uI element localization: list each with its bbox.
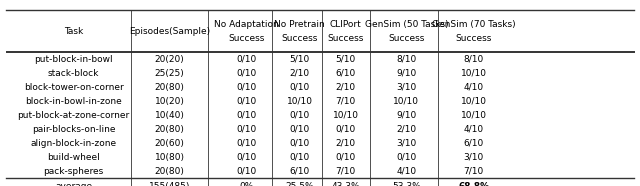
Text: 2/10: 2/10 [289,69,310,78]
Text: 0/10: 0/10 [236,153,257,162]
Text: 0/10: 0/10 [236,125,257,134]
Text: 3/10: 3/10 [396,139,417,148]
Text: 20(80): 20(80) [155,167,184,176]
Text: 0/10: 0/10 [335,153,356,162]
Text: 0/10: 0/10 [289,83,310,92]
Text: 20(80): 20(80) [155,83,184,92]
Text: 10/10: 10/10 [333,111,358,120]
Text: 7/10: 7/10 [335,97,356,106]
Text: 0/10: 0/10 [289,139,310,148]
Text: 0/10: 0/10 [236,97,257,106]
Text: 155(485): 155(485) [149,182,190,186]
Text: 25.5%: 25.5% [285,182,314,186]
Text: 0/10: 0/10 [289,153,310,162]
Text: Episodes(Sample): Episodes(Sample) [129,27,210,36]
Text: 0/10: 0/10 [236,111,257,120]
Text: put-block-in-bowl: put-block-in-bowl [35,55,113,64]
Text: 3/10: 3/10 [396,83,417,92]
Text: CLIPort: CLIPort [330,20,362,29]
Text: 6/10: 6/10 [463,139,484,148]
Text: 53.3%: 53.3% [392,182,420,186]
Text: 20(60): 20(60) [155,139,184,148]
Text: pair-blocks-on-line: pair-blocks-on-line [32,125,115,134]
Text: 8/10: 8/10 [396,55,417,64]
Text: 0/10: 0/10 [236,69,257,78]
Text: Success: Success [282,34,317,43]
Text: Task: Task [64,27,83,36]
Text: 68.8%: 68.8% [458,182,489,186]
Text: No Adaptation: No Adaptation [214,20,279,29]
Text: 4/10: 4/10 [396,167,417,176]
Text: build-wheel: build-wheel [47,153,100,162]
Text: 4/10: 4/10 [463,83,484,92]
Text: 10/10: 10/10 [394,97,419,106]
Text: 4/10: 4/10 [463,125,484,134]
Text: 10(20): 10(20) [155,97,184,106]
Text: stack-block: stack-block [48,69,99,78]
Text: 7/10: 7/10 [335,167,356,176]
Text: GenSim (70 Tasks): GenSim (70 Tasks) [432,20,515,29]
Text: 10/10: 10/10 [461,69,486,78]
Text: 0/10: 0/10 [335,125,356,134]
Text: 5/10: 5/10 [335,55,356,64]
Text: block-tower-on-corner: block-tower-on-corner [24,83,124,92]
Text: 0/10: 0/10 [289,125,310,134]
Text: 25(25): 25(25) [155,69,184,78]
Text: No Pretrain: No Pretrain [274,20,325,29]
Text: Success: Success [456,34,492,43]
Text: 0/10: 0/10 [396,153,417,162]
Text: 20(20): 20(20) [155,55,184,64]
Text: 0/10: 0/10 [236,167,257,176]
Text: 10/10: 10/10 [461,97,486,106]
Text: 6/10: 6/10 [335,69,356,78]
Text: 20(80): 20(80) [155,125,184,134]
Text: 5/10: 5/10 [289,55,310,64]
Text: 10(40): 10(40) [155,111,184,120]
Text: 10/10: 10/10 [287,97,312,106]
Text: 7/10: 7/10 [463,167,484,176]
Text: 43.3%: 43.3% [332,182,360,186]
Text: 0/10: 0/10 [289,111,310,120]
Text: Success: Success [328,34,364,43]
Text: 2/10: 2/10 [396,125,417,134]
Text: average: average [55,182,92,186]
Text: align-block-in-zone: align-block-in-zone [31,139,116,148]
Text: 0/10: 0/10 [236,139,257,148]
Text: Success: Success [388,34,424,43]
Text: 9/10: 9/10 [396,69,417,78]
Text: 9/10: 9/10 [396,111,417,120]
Text: 10/10: 10/10 [461,111,486,120]
Text: 0%: 0% [239,182,253,186]
Text: put-block-at-zone-corner: put-block-at-zone-corner [17,111,130,120]
Text: 6/10: 6/10 [289,167,310,176]
Text: 3/10: 3/10 [463,153,484,162]
Text: GenSim (50 Tasks): GenSim (50 Tasks) [365,20,448,29]
Text: 0/10: 0/10 [236,83,257,92]
Text: pack-spheres: pack-spheres [44,167,104,176]
Text: 2/10: 2/10 [335,139,356,148]
Text: 2/10: 2/10 [335,83,356,92]
Text: 8/10: 8/10 [463,55,484,64]
Text: block-in-bowl-in-zone: block-in-bowl-in-zone [25,97,122,106]
Text: 0/10: 0/10 [236,55,257,64]
Text: Success: Success [228,34,264,43]
Text: 10(80): 10(80) [155,153,184,162]
